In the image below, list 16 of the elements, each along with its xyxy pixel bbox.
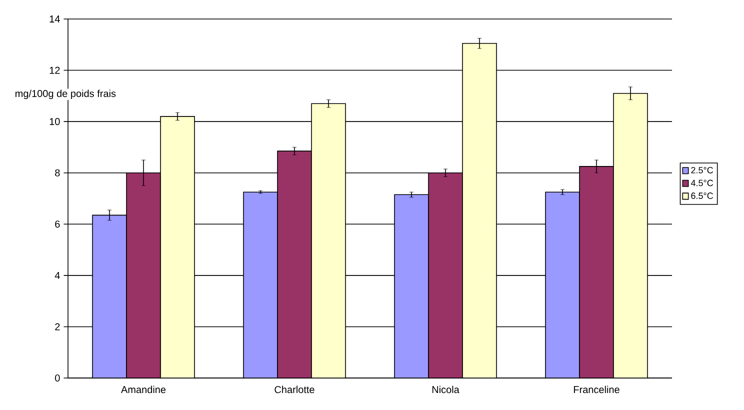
legend-label: 2.5°C — [691, 166, 714, 174]
y-tick-label: 14 — [50, 16, 60, 22]
x-tick-label: Charlotte — [274, 386, 314, 394]
y-tick-label: 10 — [50, 118, 60, 126]
x-tick-label: Franceline — [574, 386, 620, 394]
y-tick-label: 8 — [55, 169, 60, 176]
y-tick-label: 4 — [54, 272, 60, 279]
y-tick-label: 12 — [50, 66, 60, 74]
y-axis-title: mg/100g de poids frais — [16, 90, 116, 100]
x-tick-label: Nicola — [432, 386, 460, 394]
y-tick-label: 2 — [55, 323, 60, 330]
y-tick-label: 0 — [55, 374, 60, 382]
legend-label: 6.5°C — [691, 192, 714, 199]
x-tick-label: Amandine — [121, 386, 166, 394]
legend-label: 4.5°C — [690, 180, 714, 186]
y-tick-label: 6 — [55, 220, 60, 228]
